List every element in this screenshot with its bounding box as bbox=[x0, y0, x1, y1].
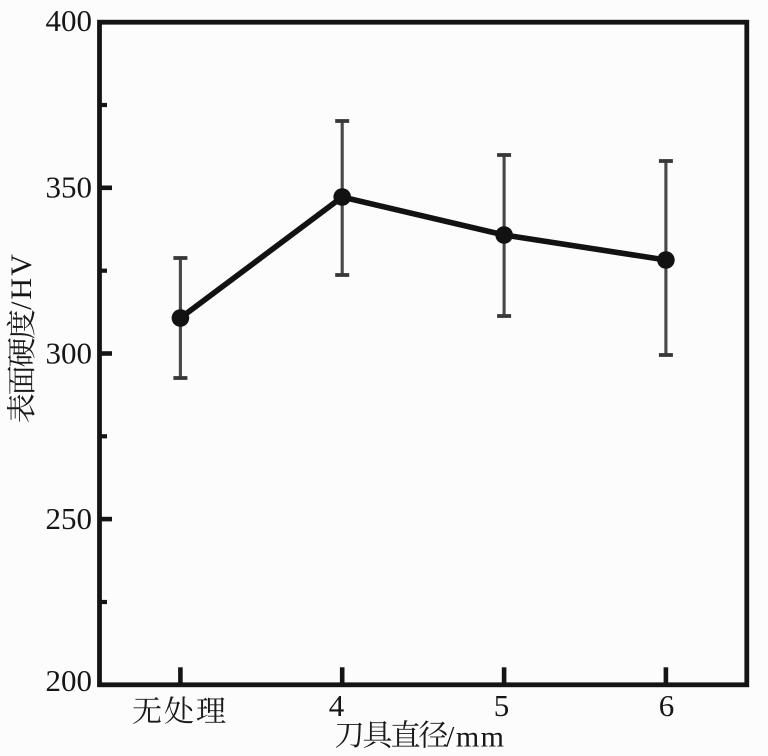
svg-text:200: 200 bbox=[46, 663, 93, 698]
svg-text:350: 350 bbox=[46, 170, 93, 205]
svg-text:4: 4 bbox=[329, 688, 345, 723]
svg-text:5: 5 bbox=[494, 688, 510, 723]
svg-text:250: 250 bbox=[46, 501, 93, 536]
svg-text:/HV: /HV bbox=[5, 252, 38, 310]
svg-text:6: 6 bbox=[659, 688, 675, 723]
svg-text:400: 400 bbox=[46, 3, 93, 38]
svg-text:300: 300 bbox=[46, 335, 93, 370]
svg-text:/mm: /mm bbox=[446, 721, 506, 754]
